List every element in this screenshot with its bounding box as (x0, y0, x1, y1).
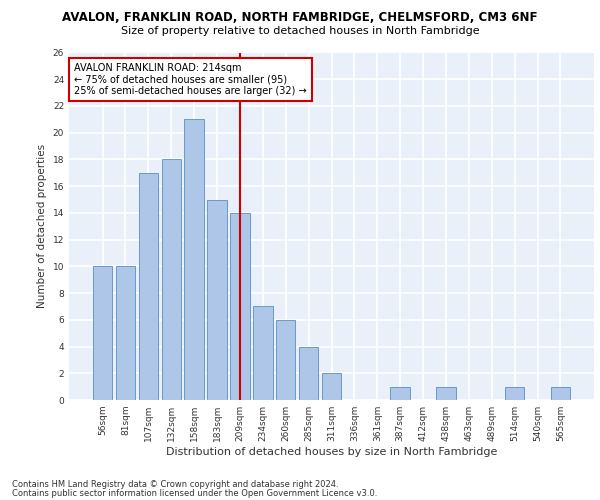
Bar (505, 386, 524, 400)
Bar (116, 266, 135, 400)
X-axis label: Distribution of detached houses by size in North Fambridge: Distribution of detached houses by size … (166, 447, 497, 457)
Text: Contains public sector information licensed under the Open Government Licence v3: Contains public sector information licen… (12, 488, 377, 498)
Text: Size of property relative to detached houses in North Fambridge: Size of property relative to detached ho… (121, 26, 479, 36)
Bar (93, 266, 112, 400)
Bar (253, 306, 272, 400)
Text: AVALON, FRANKLIN ROAD, NORTH FAMBRIDGE, CHELMSFORD, CM3 6NF: AVALON, FRANKLIN ROAD, NORTH FAMBRIDGE, … (62, 11, 538, 24)
Bar (322, 374, 341, 400)
Bar (276, 320, 295, 400)
Y-axis label: Number of detached properties: Number of detached properties (37, 144, 47, 308)
Text: Contains HM Land Registry data © Crown copyright and database right 2024.: Contains HM Land Registry data © Crown c… (12, 480, 338, 489)
Bar (184, 120, 204, 400)
Bar (436, 386, 455, 400)
Bar (230, 213, 250, 400)
Text: AVALON FRANKLIN ROAD: 214sqm
← 75% of detached houses are smaller (95)
25% of se: AVALON FRANKLIN ROAD: 214sqm ← 75% of de… (74, 63, 307, 96)
Bar (391, 386, 410, 400)
Bar (551, 386, 570, 400)
Bar (299, 346, 319, 400)
Bar (139, 173, 158, 400)
Bar (161, 160, 181, 400)
Bar (208, 200, 227, 400)
